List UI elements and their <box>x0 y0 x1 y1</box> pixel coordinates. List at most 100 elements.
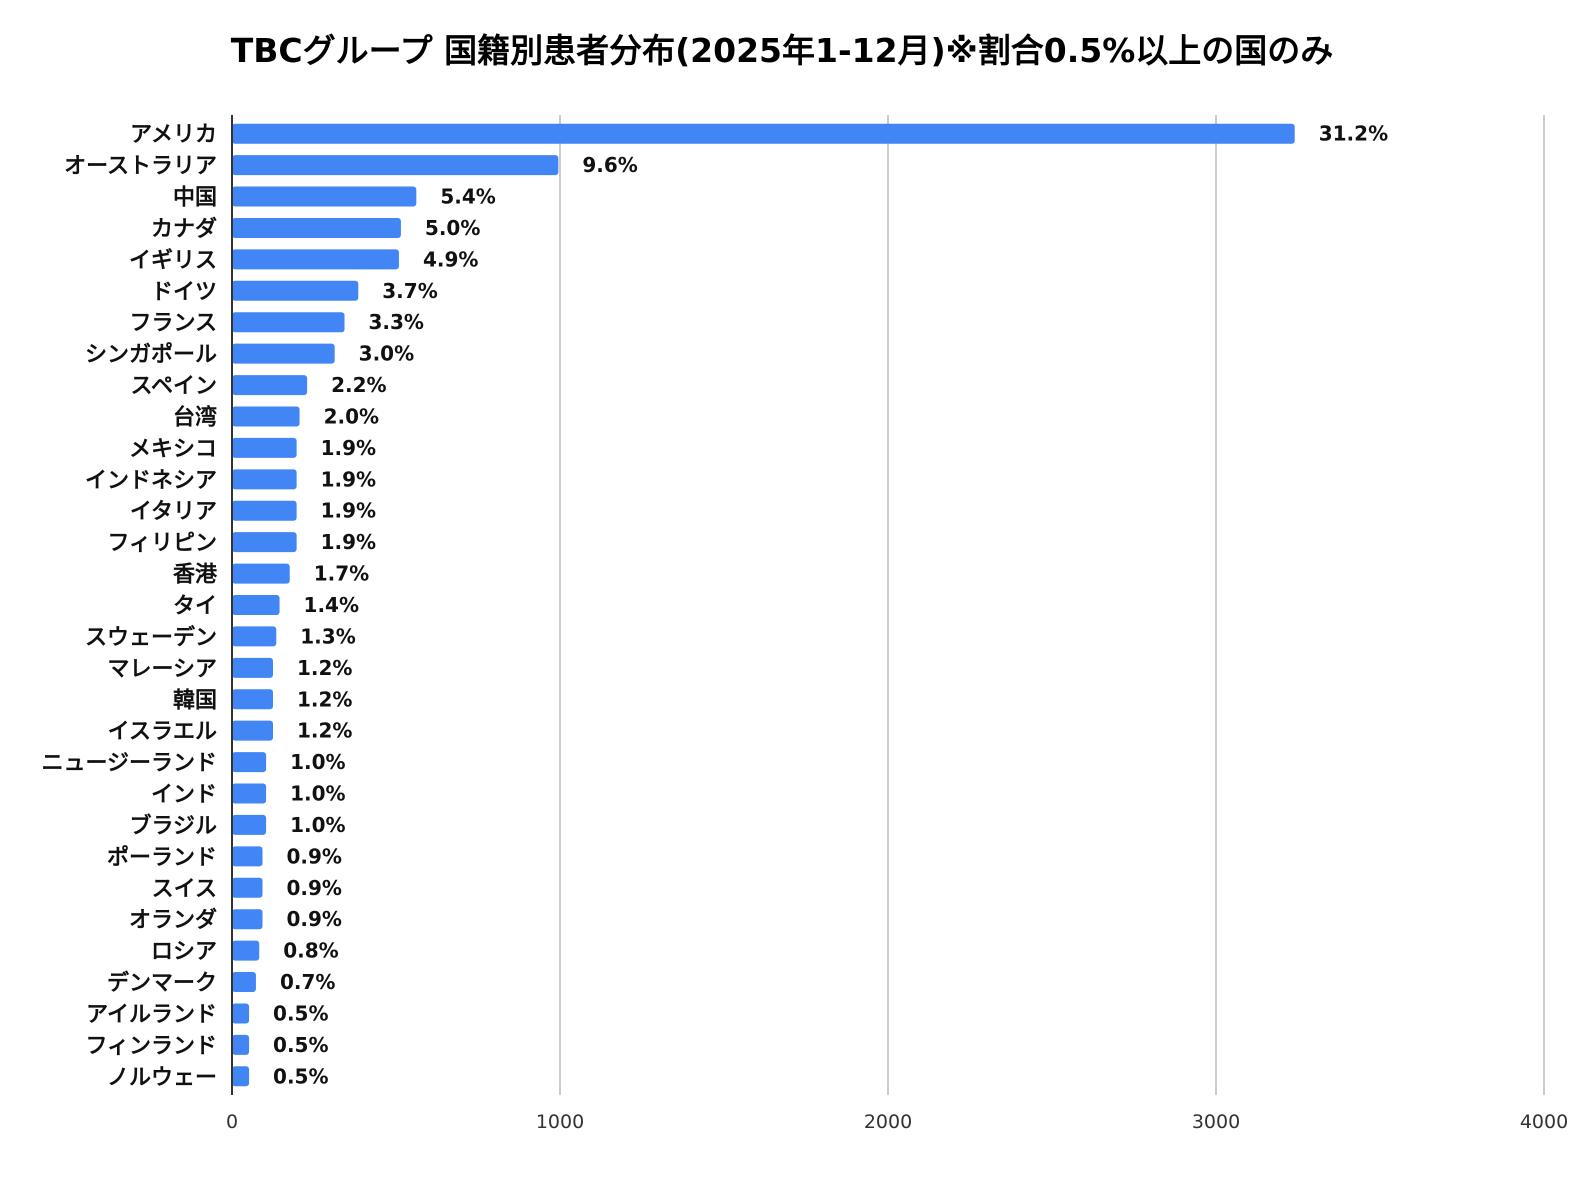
bar <box>232 155 559 176</box>
data-label: 1.2% <box>297 656 352 680</box>
bar <box>232 437 297 458</box>
category-label: ブラジル <box>129 813 217 839</box>
data-label: 1.2% <box>297 719 352 743</box>
data-label: 0.9% <box>287 876 342 900</box>
bar <box>232 783 267 804</box>
data-label: 0.9% <box>287 907 342 931</box>
bar <box>232 657 273 678</box>
bar <box>232 720 273 741</box>
data-label: 1.0% <box>290 782 345 806</box>
data-label: 0.7% <box>280 970 335 994</box>
category-label: スイス <box>152 877 217 902</box>
data-label: 5.0% <box>425 216 480 240</box>
data-label: 2.0% <box>324 404 379 428</box>
data-label: 1.9% <box>321 499 376 523</box>
bar <box>232 249 399 270</box>
x-tick-label: 4000 <box>1520 1111 1568 1133</box>
bar <box>232 312 345 333</box>
data-label: 3.3% <box>369 310 424 334</box>
data-label: 4.9% <box>423 247 478 271</box>
bar <box>232 909 263 930</box>
category-label: フランス <box>129 311 217 336</box>
data-label: 0.9% <box>287 844 342 868</box>
data-label: 1.4% <box>304 593 359 617</box>
x-tick-label: 0 <box>226 1111 238 1133</box>
data-label: 1.9% <box>321 467 376 491</box>
bar <box>232 217 401 238</box>
bar <box>232 972 256 993</box>
category-label: フィリピン <box>107 531 217 556</box>
bar <box>232 123 1295 144</box>
bar <box>232 877 263 898</box>
bar <box>232 1034 250 1055</box>
category-label: イスラエル <box>108 720 217 745</box>
bar <box>232 563 290 584</box>
category-label: ニュージーランド <box>41 751 217 776</box>
bar <box>232 626 277 647</box>
category-label: メキシコ <box>129 437 217 462</box>
x-tick-label: 1000 <box>536 1111 584 1133</box>
data-label: 0.8% <box>283 939 338 963</box>
bar <box>232 469 297 490</box>
category-label: インドネシア <box>85 468 217 493</box>
category-label: アイルランド <box>86 1002 217 1027</box>
bar <box>232 1066 250 1087</box>
data-label: 3.7% <box>382 279 437 303</box>
bar <box>232 595 280 615</box>
category-label: 香港 <box>173 563 218 588</box>
data-label: 1.9% <box>321 530 376 554</box>
category-label: ポーランド <box>107 844 217 870</box>
category-label: オランダ <box>129 907 217 933</box>
bar <box>232 532 297 553</box>
category-label: アメリカ <box>130 123 217 148</box>
category-label: イギリス <box>129 248 217 273</box>
bar <box>232 940 260 961</box>
data-label: 9.6% <box>582 153 637 177</box>
category-label: デンマーク <box>107 970 217 996</box>
category-label: 中国 <box>173 186 217 211</box>
category-label: インド <box>151 783 217 808</box>
category-label: 韓国 <box>173 687 217 713</box>
category-label: ロシア <box>151 940 217 965</box>
data-label: 1.7% <box>314 562 369 586</box>
category-label: 台湾 <box>173 404 217 430</box>
bar <box>232 689 273 710</box>
category-label: オーストラリア <box>64 154 217 179</box>
data-label: 1.0% <box>290 813 345 837</box>
bar <box>232 375 308 396</box>
category-label: スウェーデン <box>85 624 217 650</box>
chart-title: TBCグループ 国籍別患者分布(2025年1-12月)※割合0.5%以上の国のみ <box>231 31 1334 70</box>
bar <box>232 1003 250 1024</box>
data-label: 2.2% <box>331 373 386 397</box>
category-label: シンガポール <box>85 342 217 368</box>
category-label: ドイツ <box>151 280 217 305</box>
category-label: イタリア <box>130 500 217 525</box>
category-label: カナダ <box>151 216 217 242</box>
data-label: 0.5% <box>273 1033 328 1057</box>
data-label: 5.4% <box>440 185 495 209</box>
data-label: 0.5% <box>273 1001 328 1025</box>
category-label: マレーシア <box>107 657 217 682</box>
data-label: 1.0% <box>290 750 345 774</box>
data-label: 1.2% <box>297 687 352 711</box>
bar <box>232 500 297 521</box>
data-label: 1.9% <box>321 436 376 460</box>
data-label: 1.3% <box>300 624 355 648</box>
x-tick-label: 3000 <box>1192 1111 1240 1133</box>
category-label: ノルウェー <box>107 1065 217 1090</box>
bar <box>232 814 267 835</box>
category-label: スペイン <box>131 374 217 399</box>
bar <box>232 752 267 773</box>
bar <box>232 186 417 207</box>
data-label: 0.5% <box>273 1064 328 1088</box>
bar <box>232 406 300 427</box>
category-label: タイ <box>173 594 217 619</box>
bar <box>232 280 359 301</box>
x-tick-label: 2000 <box>864 1111 912 1133</box>
bar <box>232 343 335 364</box>
data-label: 31.2% <box>1319 122 1388 146</box>
category-label: フィンランド <box>85 1034 217 1059</box>
bar <box>232 846 263 867</box>
data-label: 3.0% <box>359 342 414 366</box>
